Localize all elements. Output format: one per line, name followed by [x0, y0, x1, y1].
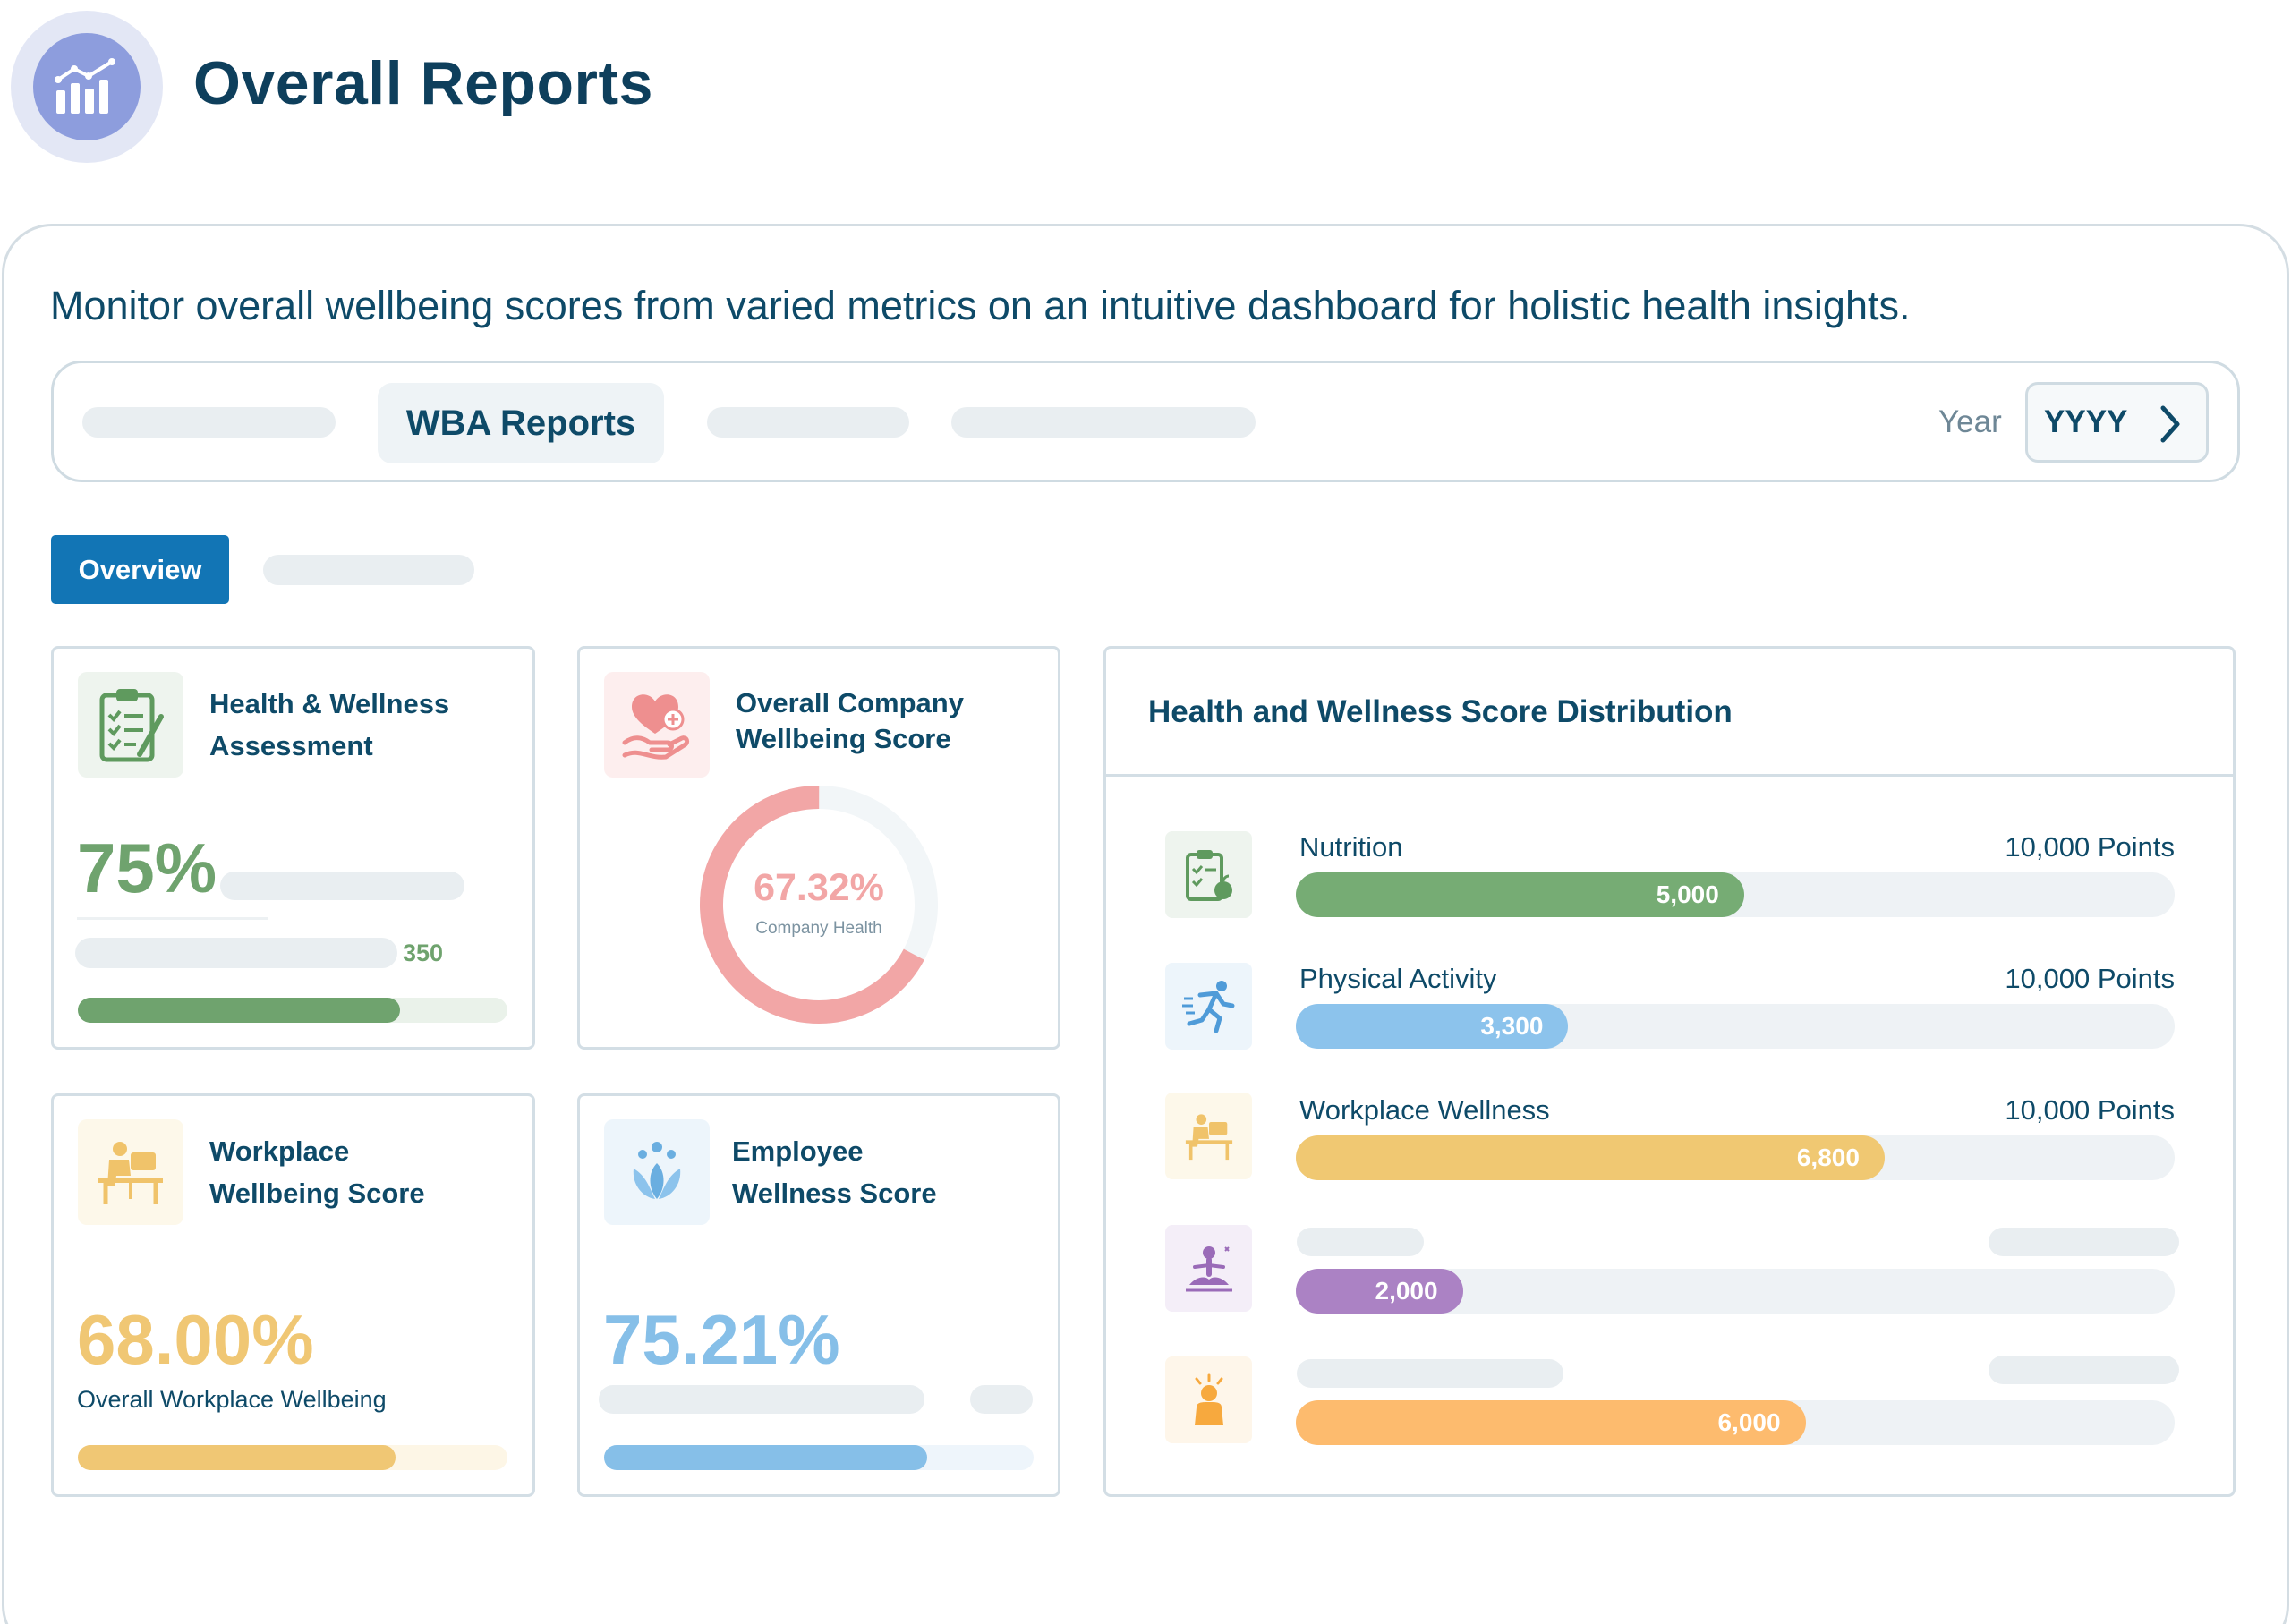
divider: [77, 917, 268, 920]
card-title: Workplace Wellbeing Score: [209, 1135, 425, 1209]
bar-chart-icon: [33, 33, 141, 140]
distribution-fill: 3,300: [1296, 1004, 1569, 1049]
page-subtitle: Monitor overall wellbeing scores from va…: [50, 283, 1911, 328]
distribution-row-points: 10,000 Points: [2005, 1094, 2175, 1126]
employee-progress-track: [604, 1445, 1034, 1470]
workplace-percent: 68.00%: [77, 1300, 314, 1379]
placeholder-line: [599, 1385, 924, 1414]
distribution-track: 2,000: [1296, 1269, 2175, 1314]
workplace-progress-track: [78, 1445, 507, 1470]
divider: [1103, 774, 2233, 777]
hwa-progress-fill: [78, 998, 400, 1023]
company-percent: 67.32%: [754, 866, 884, 909]
nav-tab-placeholder[interactable]: [82, 407, 336, 438]
distribution-row-label: Physical Activity: [1299, 963, 1497, 994]
nav-tab-wba-reports[interactable]: WBA Reports: [378, 383, 664, 463]
placeholder-line: [1989, 1356, 2179, 1384]
workplace-progress-fill: [78, 1445, 396, 1470]
employee-progress-fill: [604, 1445, 927, 1470]
workplace-caption: Overall Workplace Wellbeing: [77, 1386, 387, 1413]
distribution-track: 6,000: [1296, 1400, 2175, 1445]
distribution-row-label: Nutrition: [1299, 831, 1403, 863]
distribution-row-points: 10,000 Points: [2005, 831, 2175, 863]
distribution-fill: 6,000: [1296, 1400, 1806, 1445]
meditation-icon: [1165, 1225, 1252, 1312]
card-score-distribution: [1103, 646, 2236, 1497]
stress-person-icon: [1165, 1356, 1252, 1443]
distribution-track: 5,000: [1296, 872, 2175, 917]
distribution-title: Health and Wellness Score Distribution: [1148, 694, 1733, 729]
placeholder-line: [220, 872, 464, 900]
distribution-value: 2,000: [1375, 1277, 1438, 1305]
distribution-fill: 5,000: [1296, 872, 1744, 917]
distribution-track: 3,300: [1296, 1004, 2175, 1049]
hwa-percent: 75%: [77, 829, 217, 907]
distribution-value: 6,000: [1717, 1408, 1781, 1436]
hwa-progress-track: [78, 998, 507, 1023]
desk-worker-icon: [1165, 1093, 1252, 1179]
placeholder-line: [1297, 1359, 1563, 1388]
tab-placeholder[interactable]: [263, 555, 474, 585]
company-caption: Company Health: [755, 919, 882, 938]
distribution-track: 6,800: [1296, 1135, 2175, 1180]
card-title: Employee Wellness Score: [732, 1135, 937, 1209]
nav-tab-placeholder[interactable]: [707, 407, 909, 438]
year-label: Year: [1938, 404, 2002, 439]
distribution-value: 6,800: [1796, 1144, 1860, 1171]
chevron-right-icon: [2160, 405, 2180, 443]
card-title: Health & Wellness Assessment: [209, 688, 450, 761]
card-title: Overall Company Wellbeing Score: [736, 687, 964, 754]
running-person-icon: [1165, 963, 1252, 1050]
desk-worker-icon: [78, 1119, 183, 1225]
lotus-icon: [604, 1119, 710, 1225]
nav-tab-placeholder[interactable]: [951, 407, 1256, 438]
hwa-count: 350: [403, 940, 444, 966]
distribution-fill: 2,000: [1296, 1269, 1463, 1314]
distribution-row-points: 10,000 Points: [2005, 963, 2175, 994]
placeholder-line: [1297, 1228, 1424, 1256]
distribution-row-label: Workplace Wellness: [1299, 1094, 1550, 1126]
heart-hand-icon: [604, 672, 710, 778]
year-selector[interactable]: YYYY: [2025, 382, 2209, 463]
employee-percent: 75.21%: [603, 1300, 840, 1379]
placeholder-line: [75, 938, 397, 968]
company-donut-chart: [700, 786, 938, 1024]
distribution-value: 5,000: [1656, 880, 1719, 908]
placeholder-line: [1989, 1228, 2179, 1256]
distribution-value: 3,300: [1480, 1012, 1544, 1040]
page-title: Overall Reports: [193, 49, 653, 117]
placeholder-line: [970, 1385, 1033, 1414]
tab-overview[interactable]: Overview: [51, 535, 229, 604]
year-value: YYYY: [2044, 404, 2128, 439]
distribution-fill: 6,800: [1296, 1135, 1885, 1180]
clipboard-checklist-icon: [78, 672, 183, 778]
nutrition-clipboard-icon: [1165, 831, 1252, 918]
